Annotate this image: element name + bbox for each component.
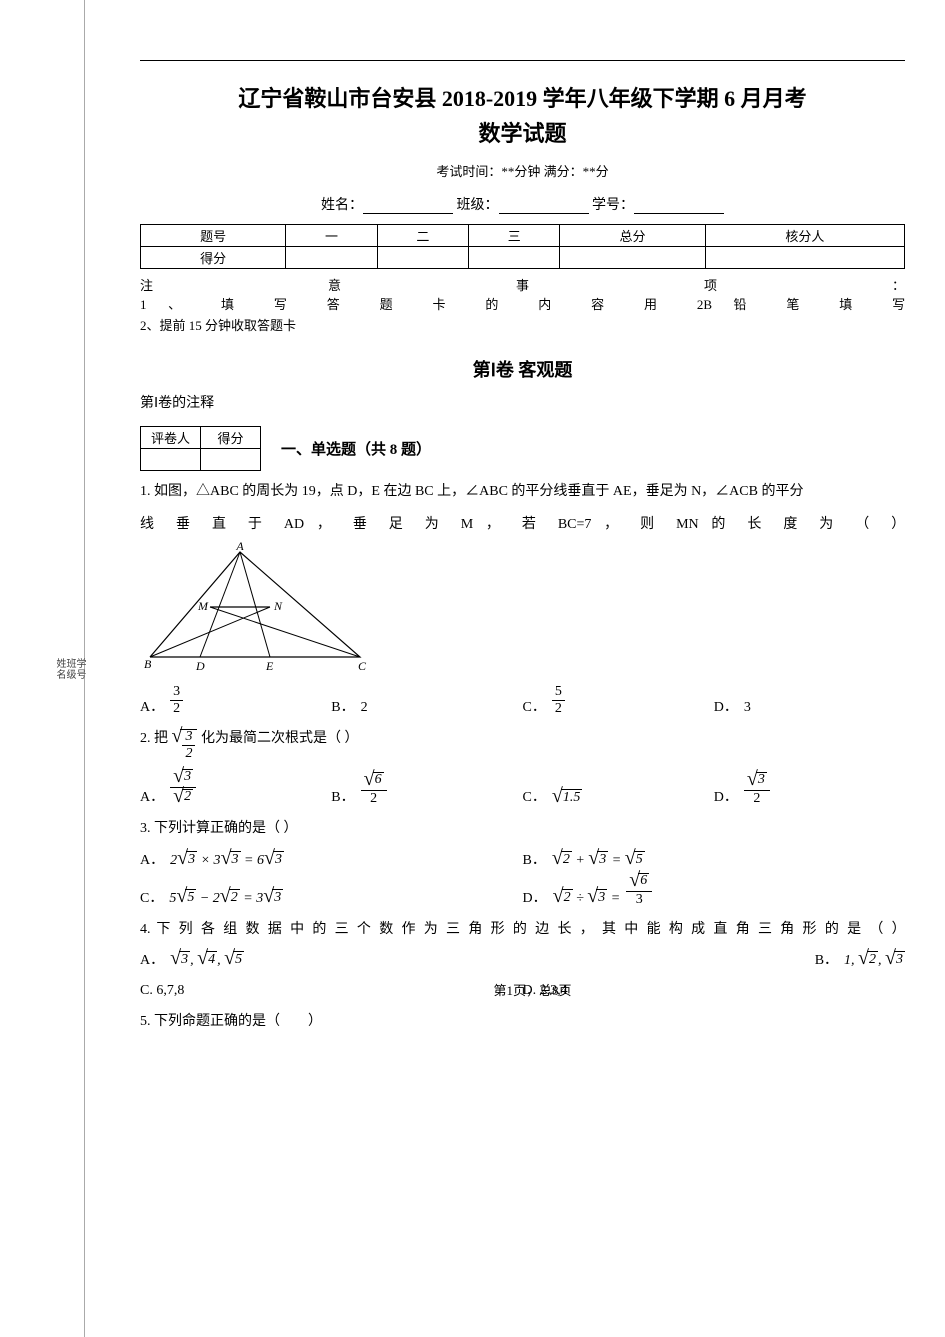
score-cell[interactable] — [377, 247, 468, 269]
svg-text:D: D — [195, 659, 205, 672]
q1-text-a: 1. 如图，△ABC 的周长为 19，点 D，E 在边 BC 上，∠ABC 的平… — [140, 484, 803, 499]
section-1-note: 第Ⅰ卷的注释 — [140, 392, 905, 412]
blank-class[interactable] — [499, 200, 589, 214]
q4-opt-a[interactable]: A． √3, √4, √5 — [140, 947, 523, 971]
q3-opt-a[interactable]: A． 2√3 × 3√3 = 6√3 — [140, 847, 523, 871]
q3-opt-b[interactable]: B． √2 + √3 = √5 — [523, 847, 906, 871]
grader-h0: 评卷人 — [141, 427, 201, 449]
q3-opt-c[interactable]: C． 5√5 − 2√2 = 3√3 — [140, 885, 523, 909]
label-id: 学号： — [592, 198, 634, 213]
notice-line-2: 2、提前 15 分钟收取答题卡 — [140, 315, 905, 334]
q4-opt-c[interactable]: C. 6,7,8 — [140, 981, 523, 1001]
svg-text:N: N — [273, 599, 283, 613]
question-3: 3. 下列计算正确的是（ ） — [140, 818, 905, 840]
name-line: 姓名： 班级： 学号： — [140, 194, 905, 214]
question-2: 2. 把 √32 化为最简二次根式是（ ） — [140, 728, 905, 761]
q2-opt-c[interactable]: C． √1.5 — [523, 784, 714, 808]
score-cell[interactable] — [560, 247, 705, 269]
grader-cell[interactable] — [201, 449, 261, 471]
score-h1: 一 — [286, 225, 377, 247]
content-area: 辽宁省鞍山市台安县 2018-2019 学年八年级下学期 6 月月考 数学试题 … — [140, 0, 925, 1057]
q1-opt-a[interactable]: A． 32 — [140, 683, 331, 718]
page: ………○…………线…………○…………订…………○…………装…………○………外……… — [0, 0, 945, 1337]
q4-options-row1: A． √3, √4, √5 B． 1, √2, √3 — [140, 947, 905, 971]
score-h0: 题号 — [141, 225, 286, 247]
page-number: 第1页，总8页 — [493, 980, 571, 999]
q3-options: A． 2√3 × 3√3 = 6√3 B． √2 + √3 = √5 C． 5√… — [140, 847, 905, 909]
score-h5: 核分人 — [705, 225, 904, 247]
q1-figure: A M N B D E C — [140, 542, 905, 677]
q1-opt-b[interactable]: B．2 — [331, 694, 522, 718]
triangle-figure: A M N B D E C — [140, 542, 370, 672]
label-name: 姓名： — [321, 198, 363, 213]
q1-opt-d[interactable]: D．3 — [714, 694, 905, 718]
blank-id[interactable] — [634, 200, 724, 214]
grader-table: 评卷人 得分 — [140, 426, 261, 471]
svg-text:A: A — [235, 542, 244, 553]
svg-text:E: E — [265, 659, 274, 672]
q4-opt-b[interactable]: B． 1, √2, √3 — [523, 947, 906, 971]
score-cell[interactable] — [705, 247, 904, 269]
binding-gutter: ………○…………线…………○…………订…………○…………装…………○………外……… — [0, 0, 135, 1337]
question-1: 1. 如图，△ABC 的周长为 19，点 D，E 在边 BC 上，∠ABC 的平… — [140, 481, 905, 503]
score-cell[interactable] — [286, 247, 377, 269]
score-r2-label: 得分 — [141, 247, 286, 269]
grader-cell[interactable] — [141, 449, 201, 471]
q4-opt-d[interactable]: D. 2,3,4 — [523, 981, 906, 1001]
notice-line-1: 1 、 填 写 答 题 卡 的 内 容 用 2B 铅 笔 填 写 — [140, 294, 905, 313]
q2-opt-d[interactable]: D． √3 2 — [714, 770, 905, 808]
q2-opt-b[interactable]: B． √6 2 — [331, 770, 522, 808]
gutter-col-inner: ………○…………线…………○…………订…………○…………装…………○………内……… — [95, 0, 125, 1337]
score-h3: 三 — [469, 225, 560, 247]
q2-options: A． √3 √2 B． √6 2 C． √1.5 D． √3 — [140, 767, 905, 808]
svg-text:C: C — [358, 659, 367, 672]
question-4: 4. 下 列 各 组 数 据 中 的 三 个 数 作 为 三 角 形 的 边 长… — [140, 919, 905, 941]
section-1-title: 第Ⅰ卷 客观题 — [140, 356, 905, 382]
grader-box: 评卷人 得分 一、单选题（共 8 题） — [140, 426, 905, 471]
notice-heading: 注 意 事 项 ： — [140, 275, 905, 294]
score-cell[interactable] — [469, 247, 560, 269]
q1-text-b: 线 垂 直 于 AD ， 垂 足 为 M ， 若 BC=7 ， 则 MN 的 长… — [140, 514, 905, 536]
score-h4: 总分 — [560, 225, 705, 247]
score-table: 题号 一 二 三 总分 核分人 得分 — [140, 224, 905, 269]
title-line2: 数学试题 — [140, 116, 905, 151]
svg-text:B: B — [144, 657, 152, 671]
exam-info: 考试时间：**分钟 满分：**分 — [140, 161, 905, 180]
q1-options: A． 32 B．2 C． 52 D．3 — [140, 683, 905, 718]
exam-title: 辽宁省鞍山市台安县 2018-2019 学年八年级下学期 6 月月考 数学试题 — [140, 60, 905, 151]
question-5: 5. 下列命题正确的是（ ） — [140, 1011, 905, 1033]
grader-h1: 得分 — [201, 427, 261, 449]
label-class: 班级： — [457, 198, 499, 213]
score-h2: 二 — [377, 225, 468, 247]
q3-opt-d[interactable]: D． √2 ÷ √3 = √6 3 — [523, 871, 906, 909]
title-line1: 辽宁省鞍山市台安县 2018-2019 学年八年级下学期 6 月月考 — [140, 81, 905, 116]
svg-text:M: M — [197, 599, 209, 613]
part-heading: 一、单选题（共 8 题） — [281, 426, 431, 459]
q2-opt-a[interactable]: A． √3 √2 — [140, 767, 331, 808]
blank-name[interactable] — [363, 200, 453, 214]
q1-opt-c[interactable]: C． 52 — [523, 683, 714, 718]
